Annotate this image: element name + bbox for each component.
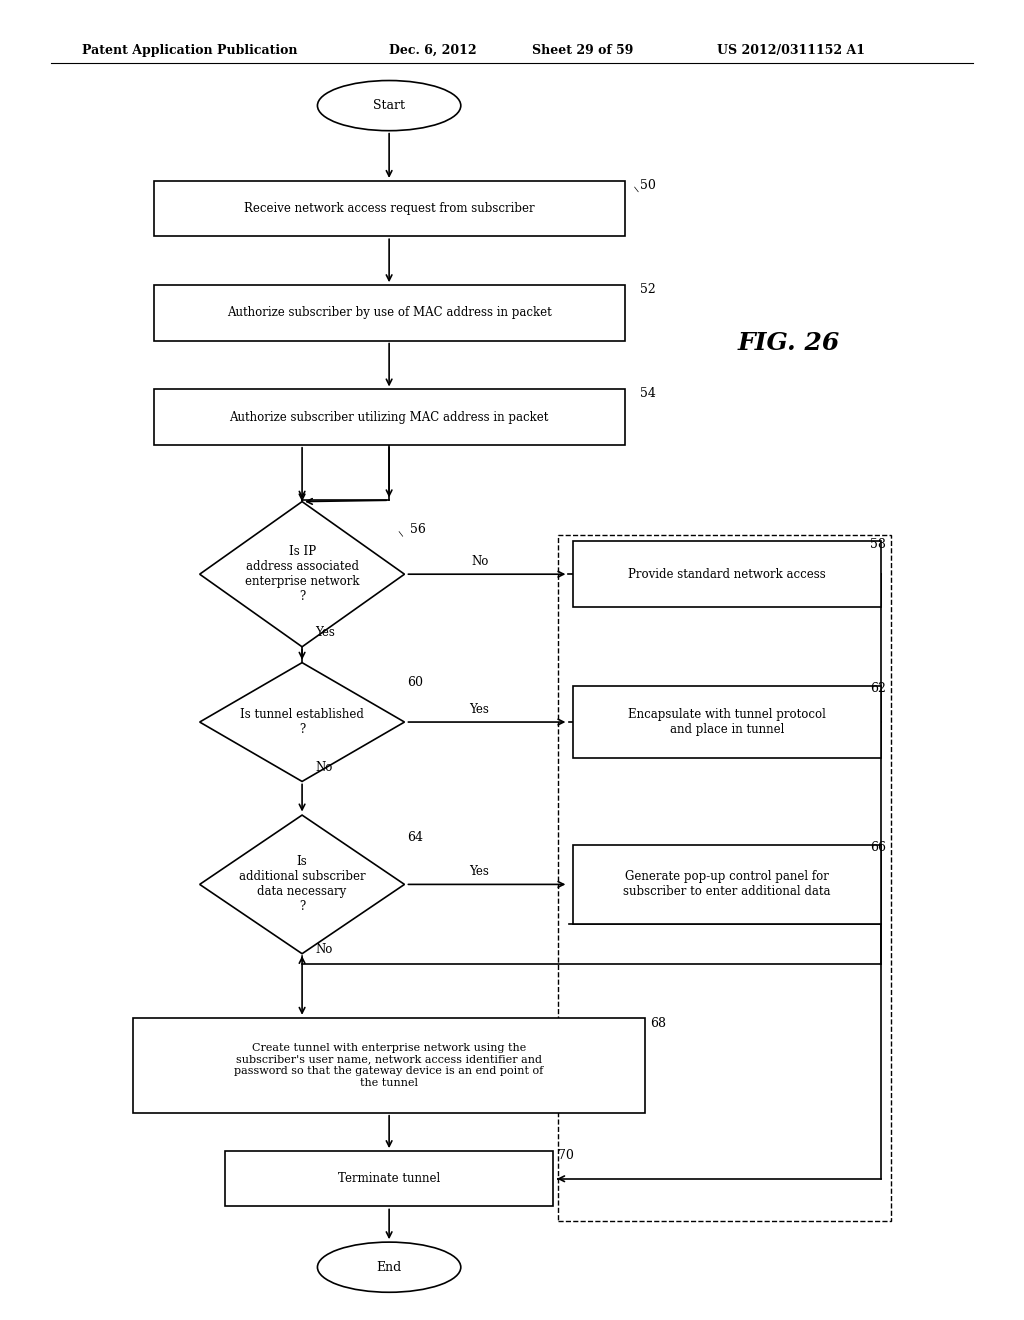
Polygon shape bbox=[200, 502, 404, 647]
Text: Encapsulate with tunnel protocol
and place in tunnel: Encapsulate with tunnel protocol and pla… bbox=[628, 708, 826, 737]
Text: 58: 58 bbox=[870, 537, 887, 550]
Text: Authorize subscriber utilizing MAC address in packet: Authorize subscriber utilizing MAC addre… bbox=[229, 411, 549, 424]
Text: Receive network access request from subscriber: Receive network access request from subs… bbox=[244, 202, 535, 215]
Text: 50: 50 bbox=[640, 178, 656, 191]
Text: US 2012/0311152 A1: US 2012/0311152 A1 bbox=[717, 44, 865, 57]
FancyBboxPatch shape bbox=[154, 181, 625, 236]
Text: Is IP
address associated
enterprise network
?: Is IP address associated enterprise netw… bbox=[245, 545, 359, 603]
FancyBboxPatch shape bbox=[573, 541, 881, 607]
Text: Start: Start bbox=[373, 99, 406, 112]
Text: No: No bbox=[315, 942, 333, 956]
Text: 60: 60 bbox=[408, 676, 424, 689]
Text: Sheet 29 of 59: Sheet 29 of 59 bbox=[532, 44, 634, 57]
Text: 56: 56 bbox=[410, 523, 426, 536]
Polygon shape bbox=[200, 663, 404, 781]
Text: No: No bbox=[315, 760, 333, 774]
Text: 66: 66 bbox=[870, 841, 887, 854]
Text: Yes: Yes bbox=[469, 702, 488, 715]
FancyBboxPatch shape bbox=[573, 845, 881, 924]
Text: Authorize subscriber by use of MAC address in packet: Authorize subscriber by use of MAC addre… bbox=[226, 306, 552, 319]
Text: 68: 68 bbox=[650, 1016, 667, 1030]
Text: Dec. 6, 2012: Dec. 6, 2012 bbox=[389, 44, 477, 57]
Text: 52: 52 bbox=[640, 282, 655, 296]
FancyBboxPatch shape bbox=[154, 389, 625, 445]
Polygon shape bbox=[200, 814, 404, 953]
FancyBboxPatch shape bbox=[133, 1018, 645, 1113]
Text: Generate pop-up control panel for
subscriber to enter additional data: Generate pop-up control panel for subscr… bbox=[624, 870, 830, 899]
Text: No: No bbox=[471, 554, 488, 568]
Text: Is
additional subscriber
data necessary
?: Is additional subscriber data necessary … bbox=[239, 855, 366, 913]
Text: End: End bbox=[377, 1261, 401, 1274]
Text: Patent Application Publication: Patent Application Publication bbox=[82, 44, 297, 57]
Text: Create tunnel with enterprise network using the
subscriber's user name, network : Create tunnel with enterprise network us… bbox=[234, 1043, 544, 1088]
Text: 64: 64 bbox=[408, 830, 424, 843]
Text: Provide standard network access: Provide standard network access bbox=[628, 568, 826, 581]
Ellipse shape bbox=[317, 81, 461, 131]
Ellipse shape bbox=[317, 1242, 461, 1292]
FancyBboxPatch shape bbox=[154, 285, 625, 341]
Text: Terminate tunnel: Terminate tunnel bbox=[338, 1172, 440, 1185]
Text: FIG. 26: FIG. 26 bbox=[737, 331, 840, 355]
Text: 62: 62 bbox=[870, 681, 887, 694]
Text: 54: 54 bbox=[640, 387, 656, 400]
FancyBboxPatch shape bbox=[225, 1151, 553, 1206]
Text: Yes: Yes bbox=[469, 865, 488, 878]
Text: 70: 70 bbox=[558, 1148, 574, 1162]
FancyBboxPatch shape bbox=[573, 686, 881, 758]
Text: Is tunnel established
?: Is tunnel established ? bbox=[241, 708, 364, 737]
Text: Yes: Yes bbox=[315, 626, 335, 639]
